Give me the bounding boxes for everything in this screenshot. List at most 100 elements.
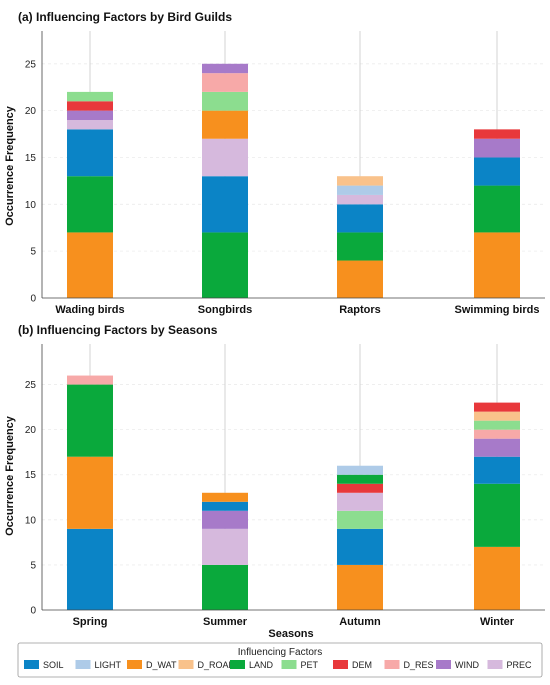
legend-label-dem: DEM bbox=[352, 660, 372, 670]
legend-swatch-wind bbox=[436, 660, 451, 669]
panel-a-y-tick-label: 20 bbox=[25, 106, 37, 117]
panel-b-y-axis-label: Occurrence Frequency bbox=[4, 415, 16, 536]
legend-swatch-prec bbox=[487, 660, 503, 669]
bar-segment-dem bbox=[67, 101, 113, 111]
panel-b-y-tick-label: 20 bbox=[25, 425, 37, 436]
bar-segment-pet bbox=[202, 91, 248, 111]
bar-segment-land bbox=[337, 474, 383, 484]
bar-segment-dem bbox=[474, 402, 520, 412]
bar-segment-pet bbox=[337, 510, 383, 529]
legend-swatch-light bbox=[75, 660, 91, 669]
bar-segment-d-wat bbox=[202, 492, 248, 502]
bar-segment-soil bbox=[337, 528, 383, 565]
bar-segment-land bbox=[67, 176, 113, 233]
bar-segment-dem bbox=[474, 129, 520, 139]
panel-a-category-label: Wading birds bbox=[55, 304, 124, 316]
panel-a-y-tick-label: 15 bbox=[25, 153, 37, 164]
bar-segment-prec bbox=[202, 528, 248, 565]
bar-segment-land bbox=[337, 232, 383, 261]
panel-b-category-label: Autumn bbox=[339, 616, 381, 628]
bar-segment-land bbox=[67, 384, 113, 457]
legend-swatch-dem bbox=[333, 660, 348, 669]
bar-segment-soil bbox=[202, 176, 248, 233]
panel-a: (a) Influencing Factors by Bird Guilds O… bbox=[4, 10, 545, 316]
bar-segment-land bbox=[474, 483, 520, 547]
legend-swatch-land bbox=[230, 660, 245, 669]
legend-label-d-road: D_ROAD bbox=[198, 660, 236, 670]
panel-b-x-axis-label: Seasons bbox=[268, 628, 313, 640]
bar-segment-d-wat bbox=[337, 260, 383, 298]
bar-segment-wind bbox=[202, 510, 248, 529]
bar-segment-light bbox=[337, 185, 383, 195]
legend-swatch-soil bbox=[24, 660, 39, 669]
bar-segment-wind bbox=[202, 63, 248, 74]
panel-b-y-tick-label: 5 bbox=[30, 560, 36, 571]
legend-label-pet: PET bbox=[301, 660, 319, 670]
panel-b-category-label: Summer bbox=[203, 616, 248, 628]
panel-b: (b) Influencing Factors by Seasons Occur… bbox=[4, 323, 545, 640]
panel-a-category-label: Raptors bbox=[339, 304, 381, 316]
bar-segment-soil bbox=[474, 157, 520, 186]
panel-a-y-tick-label: 5 bbox=[30, 247, 36, 258]
panel-b-category-label: Winter bbox=[480, 616, 515, 628]
panel-a-y-tick-label: 25 bbox=[25, 59, 37, 70]
bar-segment-d-wat bbox=[474, 546, 520, 610]
bar-segment-dem bbox=[337, 483, 383, 493]
legend-swatch-pet bbox=[281, 660, 297, 669]
legend-swatch-d-wat bbox=[127, 660, 142, 669]
bar-segment-soil bbox=[67, 528, 113, 610]
bar-segment-d-wat bbox=[67, 456, 113, 529]
panel-a-category-label: Swimming birds bbox=[455, 304, 540, 316]
legend-frame bbox=[17, 642, 543, 678]
bar-segment-d-road bbox=[337, 176, 383, 186]
bar-segment-d-wat bbox=[67, 232, 113, 298]
legend-label-wind: WIND bbox=[455, 660, 479, 670]
bar-segment-d-wat bbox=[202, 110, 248, 139]
bar-segment-prec bbox=[337, 194, 383, 205]
panel-b-y-tick-label: 0 bbox=[30, 606, 36, 617]
bar-segment-d-road bbox=[474, 411, 520, 421]
legend-label-d-wat: D_WAT bbox=[146, 660, 177, 670]
panel-b-category-label: Spring bbox=[73, 616, 108, 628]
legend-label-soil: SOIL bbox=[43, 660, 64, 670]
bar-segment-soil bbox=[474, 456, 520, 484]
panel-a-category-label: Songbirds bbox=[198, 304, 252, 316]
bar-segment-land bbox=[474, 185, 520, 233]
legend: Influencing Factors SOIL LIGHT D_WAT D_ROAD… bbox=[17, 642, 543, 678]
panel-b-y-tick-label: 25 bbox=[25, 380, 37, 391]
legend-label-d-res: D_RES bbox=[404, 660, 434, 670]
legend-label-prec: PREC bbox=[507, 660, 533, 670]
bar-segment-prec bbox=[67, 120, 113, 130]
bar-segment-d-res bbox=[474, 429, 520, 439]
legend-title: Influencing Factors bbox=[238, 647, 323, 658]
bar-segment-wind bbox=[67, 110, 113, 120]
legend-label-light: LIGHT bbox=[95, 660, 122, 670]
bar-segment-d-res bbox=[67, 375, 113, 385]
bar-segment-land bbox=[202, 564, 248, 610]
bar-segment-d-wat bbox=[474, 232, 520, 298]
legend-label-land: LAND bbox=[249, 660, 274, 670]
bar-segment-light bbox=[337, 465, 383, 475]
bar-segment-pet bbox=[474, 420, 520, 430]
bar-segment-soil bbox=[202, 501, 248, 511]
panel-a-title: (a) Influencing Factors by Bird Guilds bbox=[18, 10, 232, 24]
legend-swatch-d-res bbox=[384, 660, 400, 669]
panel-a-y-axis-label: Occurrence Frequency bbox=[4, 105, 16, 226]
bar-segment-pet bbox=[67, 91, 113, 102]
panel-a-y-tick-label: 10 bbox=[25, 200, 37, 211]
panel-a-y-tick-label: 0 bbox=[30, 294, 36, 305]
bar-segment-soil bbox=[67, 129, 113, 177]
bar-segment-d-res bbox=[202, 73, 248, 92]
bar-segment-prec bbox=[337, 492, 383, 511]
bar-segment-wind bbox=[474, 138, 520, 158]
legend-swatch-d-road bbox=[178, 660, 194, 669]
bar-segment-soil bbox=[337, 204, 383, 233]
bar-segment-land bbox=[202, 232, 248, 298]
panel-b-y-tick-label: 10 bbox=[25, 515, 37, 526]
panel-b-y-tick-label: 15 bbox=[25, 470, 37, 481]
bar-segment-wind bbox=[474, 438, 520, 457]
bar-segment-prec bbox=[202, 138, 248, 177]
bar-segment-d-wat bbox=[337, 564, 383, 610]
